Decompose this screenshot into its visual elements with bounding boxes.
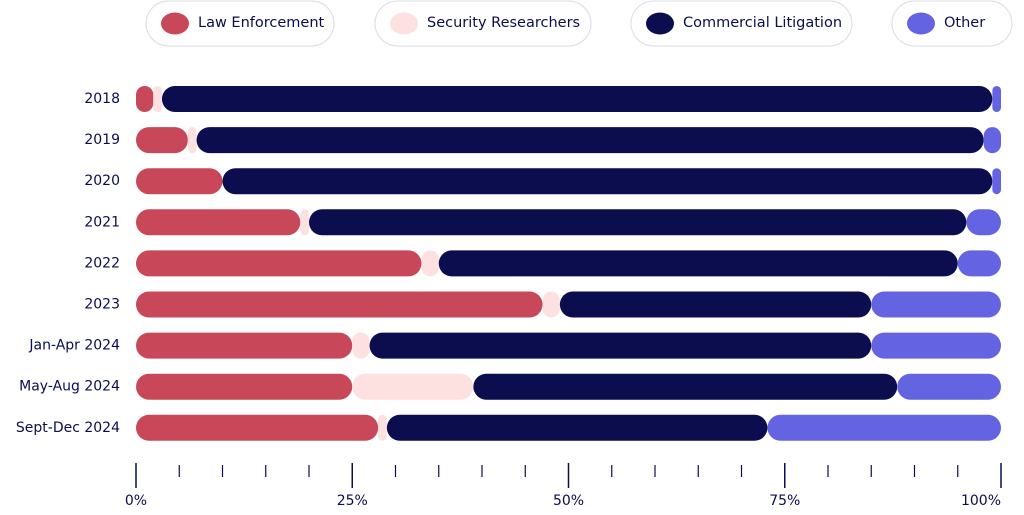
legend-label: Security Researchers bbox=[427, 15, 580, 31]
bar-segment bbox=[136, 414, 379, 441]
bar-segment bbox=[897, 373, 1001, 400]
bar-segment bbox=[871, 332, 1001, 359]
bar-segment bbox=[136, 86, 154, 112]
y-tick-label: May-Aug 2024 bbox=[19, 379, 120, 395]
bar-segment bbox=[767, 414, 1001, 441]
bar-segment bbox=[983, 127, 1001, 154]
bar-segment bbox=[966, 209, 1001, 236]
bar-segment bbox=[136, 373, 353, 400]
bar-segment bbox=[196, 127, 984, 154]
x-tick-label: 25% bbox=[337, 493, 368, 509]
x-tick-label: 0% bbox=[125, 493, 147, 509]
bar-segment bbox=[222, 168, 993, 195]
bar-segment bbox=[992, 86, 1001, 112]
bar-segment bbox=[136, 127, 188, 154]
legend-swatch bbox=[907, 12, 935, 35]
legend-label: Other bbox=[944, 15, 985, 31]
bar-segment bbox=[369, 332, 872, 359]
bar-segment bbox=[161, 86, 993, 112]
bar-segment bbox=[136, 168, 223, 195]
y-tick-label: 2023 bbox=[84, 297, 120, 313]
y-tick-label: 2018 bbox=[84, 91, 120, 107]
legend-swatch bbox=[646, 12, 674, 35]
legend-label: Commercial Litigation bbox=[683, 15, 842, 31]
bar-segment bbox=[153, 86, 162, 112]
legend-pill bbox=[891, 0, 1013, 47]
bar-segment bbox=[421, 250, 439, 277]
bar-segment bbox=[992, 168, 1001, 195]
bar-segment bbox=[542, 291, 560, 318]
x-tick-label: 75% bbox=[769, 493, 800, 509]
bar-segment bbox=[871, 291, 1001, 318]
bar-segment bbox=[352, 373, 474, 400]
legend-label: Law Enforcement bbox=[198, 15, 325, 31]
bar-segment bbox=[309, 209, 967, 236]
bar-segment bbox=[352, 332, 370, 359]
y-tick-label: Jan-Apr 2024 bbox=[28, 338, 120, 354]
y-tick-label: 2022 bbox=[84, 255, 120, 271]
bar-segment bbox=[473, 373, 898, 400]
bar-segment bbox=[187, 127, 197, 154]
y-tick-label: 2020 bbox=[84, 173, 120, 189]
bar-segment bbox=[438, 250, 958, 277]
legend-pill bbox=[630, 0, 853, 47]
x-tick-label: 100% bbox=[961, 493, 1001, 509]
bar-segment bbox=[300, 209, 309, 236]
bar-segment bbox=[559, 291, 872, 318]
legend-pill bbox=[145, 0, 335, 47]
legend-pill bbox=[374, 0, 592, 47]
legend-swatch bbox=[161, 12, 189, 35]
y-tick-label: 2019 bbox=[84, 132, 120, 148]
bar-segment bbox=[136, 332, 353, 359]
y-tick-label: Sept-Dec 2024 bbox=[16, 420, 120, 436]
legend-swatch bbox=[390, 12, 418, 35]
y-tick-label: 2021 bbox=[84, 214, 120, 230]
bar-segment bbox=[386, 414, 768, 441]
bar-segment bbox=[136, 291, 543, 318]
bar-segment bbox=[957, 250, 1001, 277]
x-tick-label: 50% bbox=[553, 493, 584, 509]
bar-segment bbox=[378, 414, 387, 441]
bar-segment bbox=[136, 209, 301, 236]
bar-segment bbox=[136, 250, 422, 277]
